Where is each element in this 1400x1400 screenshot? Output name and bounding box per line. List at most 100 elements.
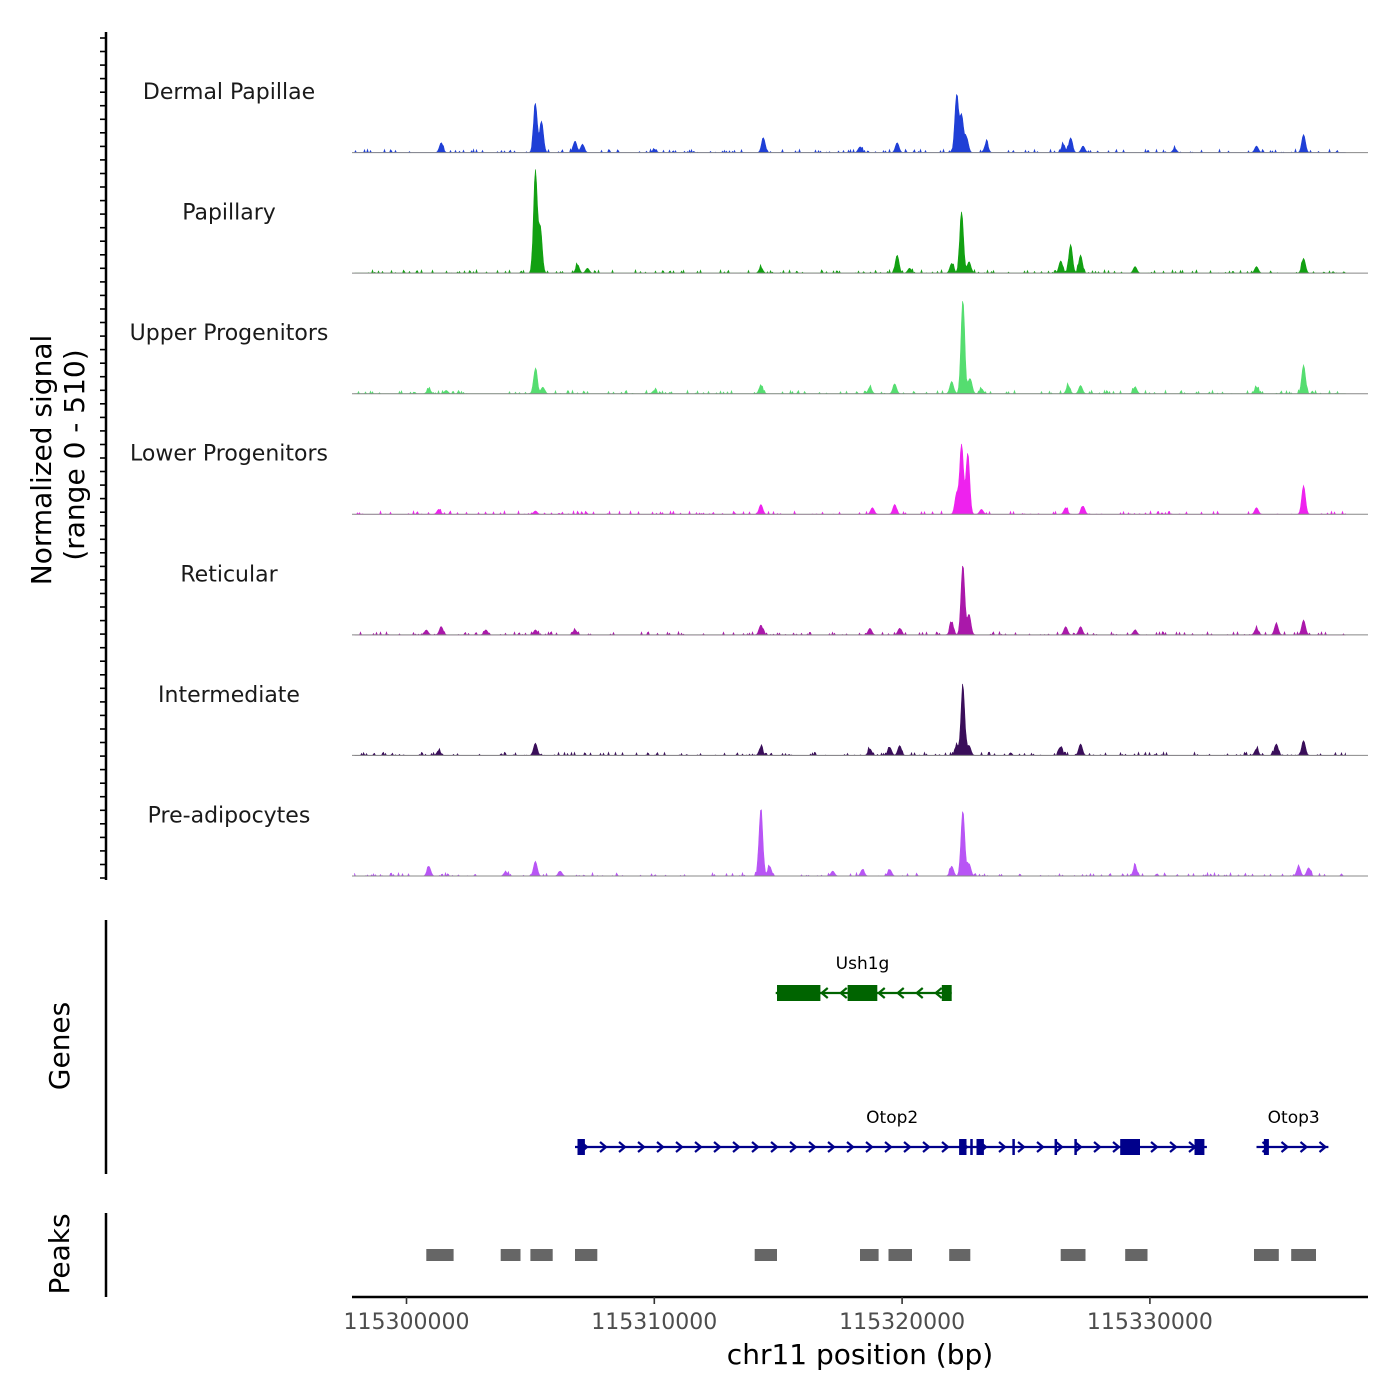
strand-chevron [877,987,886,999]
strand-chevron [865,1141,874,1153]
y-axis-title-line1: Normalized signal [25,335,58,586]
peak-region [500,1249,521,1261]
gene-exon [976,1139,984,1155]
gene-label-ush1g: Ush1g [836,954,890,974]
genes-axis-title: Genes [43,1002,76,1090]
gene-exon [577,1139,585,1155]
peak-region [888,1249,912,1261]
strand-chevron [637,1141,646,1153]
track-label-upper-progenitors: Upper Progenitors [130,321,329,346]
strand-chevron [599,1141,608,1153]
strand-chevron [789,1141,798,1153]
strand-chevron [694,1141,703,1153]
x-tick-label: 115310000 [591,1310,717,1335]
strand-chevron [903,1141,912,1153]
strand-chevron [808,1141,817,1153]
gene-exon [941,985,952,1001]
strand-chevron [941,1141,950,1153]
signal-area-papillary [354,169,1346,274]
track-label-pre-adipocytes: Pre-adipocytes [148,803,311,828]
gene-label-otop3: Otop3 [1268,1108,1320,1128]
peak-region [1060,1249,1086,1261]
track-upper-progenitors: Upper Progenitors [130,301,1368,395]
strand-chevron [751,1141,760,1153]
track-papillary: Papillary [182,169,1368,274]
signal-area-upper-progenitors [354,301,1346,395]
strand-chevron [934,987,943,999]
x-axis-title: chr11 position (bp) [727,1338,993,1371]
strand-chevron [846,1141,855,1153]
gene-exon [959,1139,967,1155]
peak-region [860,1249,879,1261]
peak-region [426,1249,454,1261]
peak-region [575,1249,598,1261]
strand-chevron [998,1141,1007,1153]
strand-chevron [884,1141,893,1153]
track-label-reticular: Reticular [180,562,278,587]
peaks-panel [426,1249,1316,1261]
signal-tracks: Dermal Papillae Papillary Upper Progenitor… [130,80,1368,877]
strand-chevron [1169,1141,1178,1153]
strand-chevron [1318,1141,1328,1153]
gene-exon [1194,1139,1205,1155]
x-axis: 115300000 115310000 115320000 115330000 [344,1295,1368,1335]
track-intermediate: Intermediate [158,683,1368,757]
track-pre-adipocytes: Pre-adipocytes [148,803,1368,877]
gene-otop2: Otop2 [575,1108,1207,1155]
track-label-lower-progenitors: Lower Progenitors [130,442,328,467]
x-tick-label: 115300000 [344,1310,470,1335]
strand-chevron [618,1141,627,1153]
peak-region [1254,1249,1279,1261]
strand-chevron [1055,1141,1064,1153]
strand-chevron [656,1141,665,1153]
signal-area-reticular [354,565,1346,636]
peak-region [1125,1249,1148,1261]
track-reticular: Reticular [180,562,1368,636]
strand-chevron [1036,1141,1045,1153]
gene-exon [1120,1139,1140,1155]
x-tick-label: 115330000 [1087,1310,1213,1335]
gene-label-otop2: Otop2 [866,1108,918,1128]
strand-chevron [1093,1141,1102,1153]
strand-chevron [675,1141,684,1153]
signal-area-lower-progenitors [354,443,1347,516]
strand-chevron [1299,1141,1309,1153]
signal-area-pre-adipocytes [354,809,1346,877]
gene-exon [847,985,878,1001]
peaks-axis-title: Peaks [43,1213,76,1294]
strand-chevron [896,987,905,999]
x-tick-label: 115320000 [839,1310,965,1335]
peak-region [1291,1249,1316,1261]
strand-chevron [1280,1141,1290,1153]
track-label-papillary: Papillary [182,201,276,226]
strand-chevron [922,1141,931,1153]
peak-region [530,1249,553,1261]
gene-exon [777,985,821,1001]
strand-chevron [820,987,829,999]
gene-ush1g: Ush1g [775,954,952,1001]
genes-panel: Ush1g Otop2 Otop3 [575,954,1329,1155]
strand-chevron [915,987,924,999]
track-lower-progenitors: Lower Progenitors [130,442,1368,516]
peak-region [754,1249,777,1261]
gene-otop3: Otop3 [1256,1108,1329,1155]
track-label-intermediate: Intermediate [158,683,300,708]
peak-region [949,1249,971,1261]
signal-y-axis [100,32,108,880]
strand-chevron [713,1141,722,1153]
gene-exon [1263,1139,1269,1155]
strand-chevron [827,1141,836,1153]
strand-chevron [839,987,848,999]
signal-area-dermal-papillae [354,93,1346,154]
strand-chevron [1017,1141,1026,1153]
strand-chevron [1150,1141,1159,1153]
strand-chevron [732,1141,741,1153]
y-axis-title-line2: (range 0 - 510) [58,349,91,560]
strand-chevron [770,1141,779,1153]
strand-chevron [1112,1141,1121,1153]
strand-chevron [1074,1141,1083,1153]
track-dermal-papillae: Dermal Papillae [143,80,1368,154]
signal-area-intermediate [354,683,1347,757]
track-label-dermal-papillae: Dermal Papillae [143,80,315,105]
